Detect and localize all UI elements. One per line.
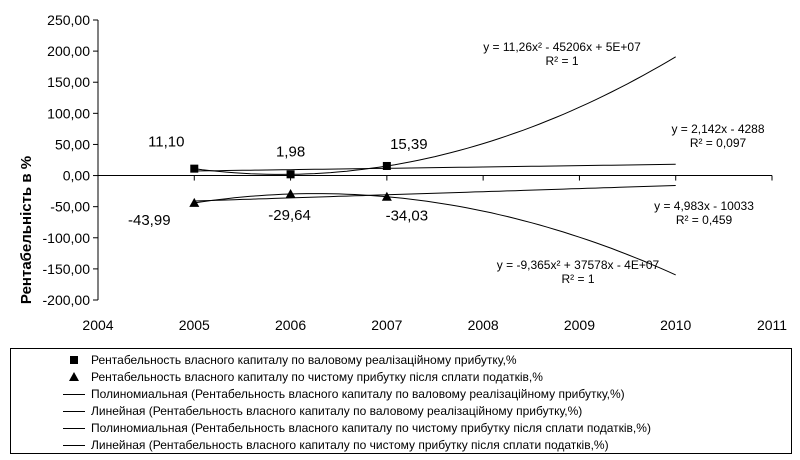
- triangle-marker: [189, 197, 200, 207]
- y-tick-label: -100,00: [43, 230, 91, 246]
- x-tick-label: 2008: [468, 317, 499, 333]
- legend-item-series-2: Рентабельность власного капиталу по чист…: [63, 369, 543, 385]
- x-tick-label: 2005: [179, 317, 210, 333]
- y-axis-label: Рентабельність в %: [18, 156, 35, 304]
- legend-label: Полиномиальная (Рентабельность власного …: [91, 421, 651, 435]
- x-tick-label: 2011: [757, 317, 787, 333]
- trendline-r2: R² = 0,097: [690, 136, 747, 150]
- trendline-1: [194, 56, 676, 175]
- x-tick-label: 2006: [275, 317, 306, 333]
- legend: Рентабельность власного капиталу по вало…: [10, 348, 792, 454]
- x-tick-label: 2009: [564, 317, 595, 333]
- square-marker: [382, 161, 391, 170]
- x-axis: 2004 2005 2006 2007 2008 2009 2010 2011: [82, 175, 787, 333]
- y-tick-label: 50,00: [55, 136, 90, 152]
- trendlines: [194, 56, 676, 276]
- square-marker: [190, 164, 199, 173]
- trendline-equation: y = 2,142x - 4288: [671, 122, 764, 136]
- line-icon: [63, 420, 85, 436]
- line-icon: [63, 437, 85, 453]
- x-tick-label: 2004: [82, 317, 113, 333]
- data-label: 15,39: [390, 136, 428, 153]
- data-label: -43,99: [128, 212, 171, 229]
- legend-item-series-1: Рентабельность власного капиталу по вало…: [63, 352, 517, 368]
- data-label: -34,03: [386, 208, 429, 225]
- triangle-marker: [285, 188, 296, 198]
- trendline-r2: R² = 0,459: [676, 213, 733, 227]
- square-marker: [286, 170, 295, 179]
- line-icon: [63, 403, 85, 419]
- legend-label: Рентабельность власного капиталу по вало…: [91, 353, 517, 367]
- trendline-3: [194, 193, 676, 276]
- legend-label: Линейная (Рентабельность власного капита…: [91, 438, 609, 452]
- y-axis: 250,00 200,00 150,00 100,00 50,00 0,00 -50,00 -…: [43, 12, 99, 308]
- legend-label: Полиномиальная (Рентабельность власного …: [91, 387, 625, 401]
- trendline-4: [194, 185, 676, 202]
- chart-area: 250,00 200,00 150,00 100,00 50,00 0,00 -50,00 -…: [18, 12, 787, 333]
- trendline-2: [194, 163, 676, 172]
- legend-item-trend-3: Полиномиальная (Рентабельность власного …: [63, 420, 651, 436]
- y-tick-label: 150,00: [47, 74, 90, 90]
- y-tick-label: 200,00: [47, 43, 90, 59]
- x-tick-label: 2010: [660, 317, 691, 333]
- data-label: 11,10: [148, 134, 184, 151]
- legend-label: Линейная (Рентабельность власного капита…: [91, 404, 583, 418]
- legend-item-trend-4: Линейная (Рентабельность власного капита…: [63, 437, 609, 453]
- y-tick-label: 100,00: [47, 105, 90, 121]
- legend-item-trend-1: Полиномиальная (Рентабельность власного …: [63, 386, 625, 402]
- triangle-marker: [381, 191, 392, 201]
- trendline-r2: R² = 1: [545, 54, 578, 68]
- trendline-equation: y = 4,983x - 10033: [654, 199, 754, 213]
- data-points: [189, 161, 392, 207]
- y-tick-label: -150,00: [43, 261, 91, 277]
- line-icon: [63, 386, 85, 402]
- square-marker-icon: [63, 352, 85, 368]
- y-tick-label: -50,00: [50, 199, 90, 215]
- triangle-marker-icon: [63, 369, 85, 385]
- y-tick-label: 0,00: [63, 168, 90, 184]
- data-label: -29,64: [268, 207, 311, 224]
- data-labels: 11,10 1,98 15,39 -43,99 -29,64 -34,03: [128, 134, 428, 229]
- data-label: 1,98: [276, 143, 305, 160]
- trendline-equation: y = 11,26x² - 45206x + 5E+07: [483, 40, 641, 54]
- trendline-r2: R² = 1: [561, 272, 594, 286]
- trendline-equation: y = -9,365x² + 37578x - 4E+07: [497, 258, 660, 272]
- y-tick-label: -200,00: [43, 292, 91, 308]
- legend-label: Рентабельность власного капиталу по чист…: [91, 370, 543, 384]
- y-tick-label: 250,00: [47, 12, 90, 28]
- x-tick-label: 2007: [371, 317, 402, 333]
- legend-item-trend-2: Линейная (Рентабельность власного капита…: [63, 403, 582, 419]
